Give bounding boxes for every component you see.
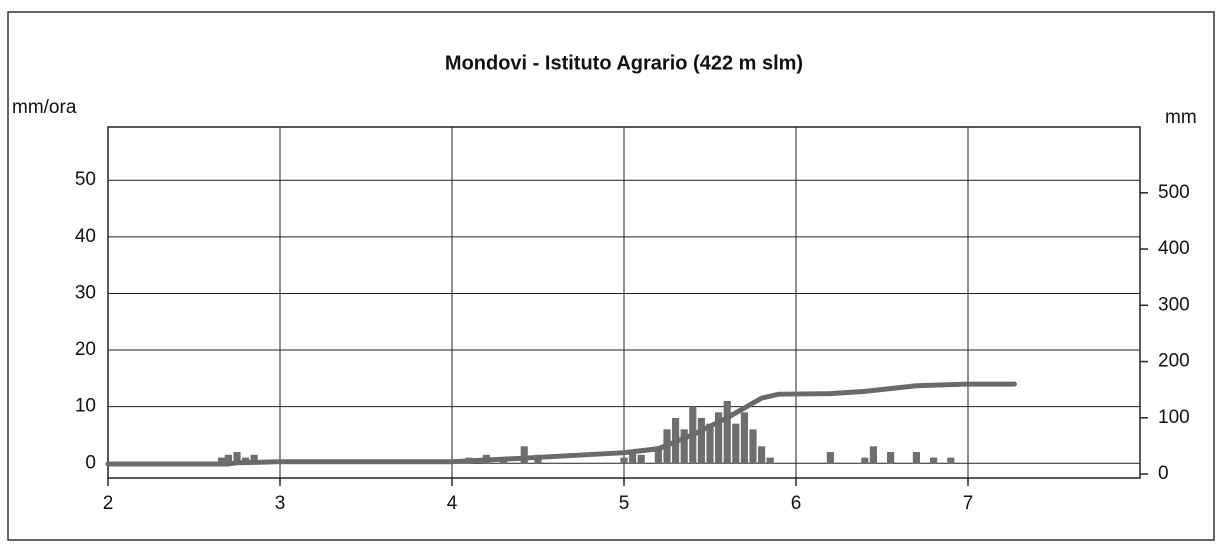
rain-bar	[629, 451, 637, 464]
chart-title: Mondovi - Istituto Agrario (422 m slm)	[445, 52, 803, 74]
rain-bar	[912, 451, 920, 464]
rain-bar	[715, 412, 723, 464]
rain-bar	[740, 412, 748, 464]
rain-bar	[250, 454, 258, 464]
rain-bar	[766, 457, 774, 464]
y-tick-label: 30	[75, 282, 96, 303]
rain-bar	[233, 451, 241, 464]
x-tick-label: 4	[447, 493, 458, 514]
x-tick-label: 3	[275, 493, 286, 514]
y2-tick-label: 200	[1158, 351, 1190, 372]
x-tick-label: 5	[619, 493, 630, 514]
y-tick-label: 0	[85, 452, 96, 473]
y-tick-label: 50	[75, 169, 96, 190]
rain-bar	[826, 451, 834, 464]
rain-bar	[732, 423, 740, 464]
rain-bar	[861, 457, 869, 464]
y2-tick-label: 400	[1158, 238, 1190, 259]
rain-bar	[758, 446, 766, 464]
y-axis-label: mm/ora	[12, 97, 77, 118]
x-tick-label: 2	[103, 493, 114, 514]
rain-bar	[620, 457, 628, 464]
frame	[7, 11, 1215, 541]
y-tick-label: 10	[75, 396, 96, 417]
cumulative-line	[105, 381, 1017, 467]
y2-tick-label: 300	[1158, 294, 1190, 315]
y2-tick-label: 500	[1158, 182, 1190, 203]
y2-axis-label: mm	[1165, 107, 1197, 128]
x-tick-label: 6	[791, 493, 802, 514]
rain-bar	[930, 457, 938, 464]
y2-tick-label: 0	[1158, 463, 1169, 484]
y-tick-label: 40	[75, 226, 96, 247]
rain-bar	[749, 429, 757, 464]
rain-bar	[723, 401, 731, 464]
y2-tick-label: 100	[1158, 407, 1190, 428]
rain-bar	[680, 429, 688, 464]
rain-bar	[217, 457, 226, 464]
rain-bar	[869, 446, 877, 464]
rain-bar	[520, 446, 528, 464]
rain-bar	[637, 454, 645, 464]
rain-bar	[887, 451, 895, 464]
rain-bar	[224, 454, 232, 464]
y-tick-label: 20	[75, 339, 96, 360]
rain-bar	[654, 446, 662, 464]
rain-bar	[706, 423, 714, 464]
x-tick-label: 7	[963, 493, 974, 514]
rain-bar	[947, 457, 955, 464]
rain-bar	[697, 417, 705, 464]
